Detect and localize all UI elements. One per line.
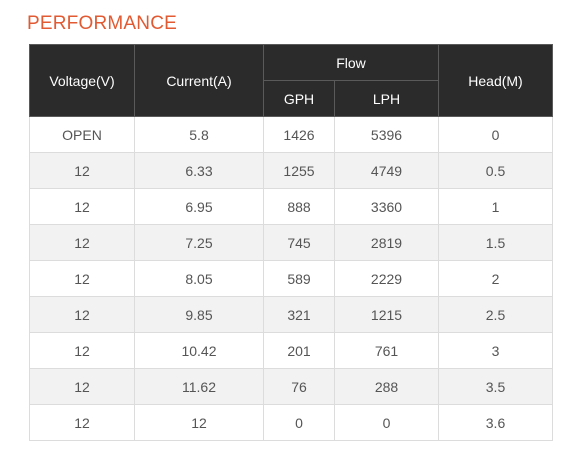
cell-head: 2.5 — [438, 296, 553, 333]
table-row: 12 6.33 1255 4749 0.5 — [29, 152, 553, 189]
cell-head: 3 — [438, 332, 553, 369]
cell-voltage: 12 — [29, 152, 135, 189]
cell-gph: 888 — [263, 188, 335, 225]
header-voltage: Voltage(V) — [29, 44, 135, 117]
cell-current: 12 — [134, 404, 264, 441]
table-body: OPEN 5.8 1426 5396 0 12 6.33 1255 4749 0.5 12 6.95 8… — [29, 116, 553, 441]
cell-gph: 321 — [263, 296, 335, 333]
table-row: 12 12 0 0 3.6 — [29, 404, 553, 441]
table-row: 12 7.25 745 2819 1.5 — [29, 224, 553, 261]
table-row: 12 9.85 321 1215 2.5 — [29, 296, 553, 333]
table-row: 12 6.95 888 3360 1 — [29, 188, 553, 225]
cell-current: 6.95 — [134, 188, 264, 225]
performance-table: Voltage(V) Current(A) Flow Head(M) GPH L… — [29, 44, 553, 441]
cell-head: 0 — [438, 116, 553, 153]
table-row: 12 11.62 76 288 3.5 — [29, 368, 553, 405]
header-flow: Flow — [263, 44, 439, 81]
cell-current: 9.85 — [134, 296, 264, 333]
cell-current: 8.05 — [134, 260, 264, 297]
cell-current: 7.25 — [134, 224, 264, 261]
cell-voltage: 12 — [29, 188, 135, 225]
section-title: PERFORMANCE — [27, 13, 177, 34]
cell-lph: 2819 — [334, 224, 439, 261]
cell-lph: 3360 — [334, 188, 439, 225]
table-row: OPEN 5.8 1426 5396 0 — [29, 116, 553, 153]
cell-voltage: 12 — [29, 260, 135, 297]
cell-head: 3.5 — [438, 368, 553, 405]
cell-head: 3.6 — [438, 404, 553, 441]
cell-voltage: 12 — [29, 332, 135, 369]
cell-lph: 761 — [334, 332, 439, 369]
cell-gph: 201 — [263, 332, 335, 369]
cell-lph: 0 — [334, 404, 439, 441]
header-head: Head(M) — [438, 44, 553, 117]
cell-voltage: 12 — [29, 224, 135, 261]
cell-lph: 5396 — [334, 116, 439, 153]
cell-current: 6.33 — [134, 152, 264, 189]
cell-lph: 2229 — [334, 260, 439, 297]
cell-gph: 1426 — [263, 116, 335, 153]
cell-head: 1.5 — [438, 224, 553, 261]
cell-head: 2 — [438, 260, 553, 297]
cell-lph: 1215 — [334, 296, 439, 333]
cell-gph: 1255 — [263, 152, 335, 189]
cell-lph: 4749 — [334, 152, 439, 189]
header-current: Current(A) — [134, 44, 264, 117]
cell-lph: 288 — [334, 368, 439, 405]
cell-gph: 745 — [263, 224, 335, 261]
cell-gph: 76 — [263, 368, 335, 405]
cell-voltage: 12 — [29, 296, 135, 333]
table-row: 12 10.42 201 761 3 — [29, 332, 553, 369]
cell-voltage: OPEN — [29, 116, 135, 153]
cell-gph: 0 — [263, 404, 335, 441]
cell-current: 11.62 — [134, 368, 264, 405]
cell-current: 5.8 — [134, 116, 264, 153]
table-row: 12 8.05 589 2229 2 — [29, 260, 553, 297]
header-lph: LPH — [334, 80, 439, 117]
cell-current: 10.42 — [134, 332, 264, 369]
cell-voltage: 12 — [29, 404, 135, 441]
cell-gph: 589 — [263, 260, 335, 297]
cell-head: 1 — [438, 188, 553, 225]
cell-voltage: 12 — [29, 368, 135, 405]
table-header: Voltage(V) Current(A) Flow Head(M) GPH L… — [29, 44, 553, 117]
header-gph: GPH — [263, 80, 335, 117]
cell-head: 0.5 — [438, 152, 553, 189]
